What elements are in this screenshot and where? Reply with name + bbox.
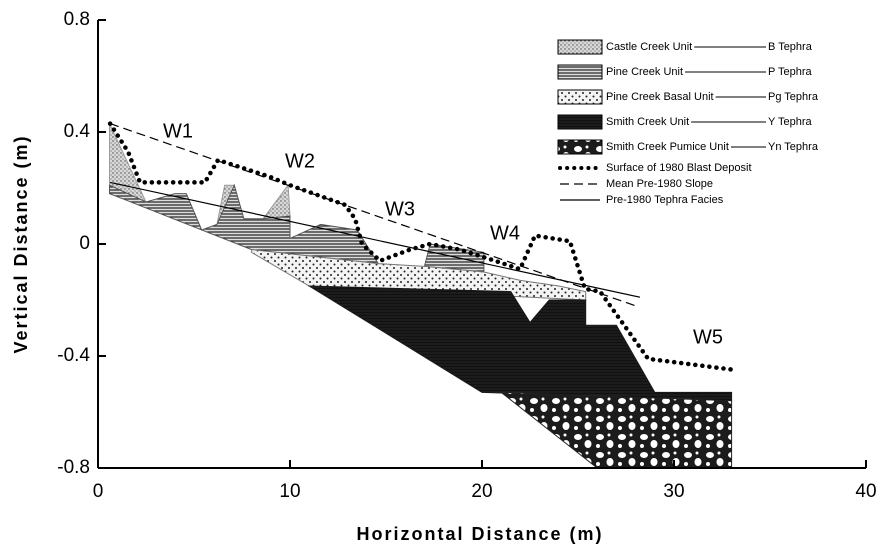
- x-tick-label: 20: [471, 481, 492, 502]
- profile-line: [109, 123, 636, 307]
- profile-line: [109, 181, 641, 298]
- x-axis-title: Horizontal Distance (m): [356, 524, 603, 544]
- y-tick-label: -0.8: [57, 457, 90, 478]
- annotation: W5: [693, 326, 723, 348]
- legend-swatch: [557, 64, 603, 80]
- unit-area: [499, 391, 733, 469]
- legend-label: Smith Creek Pumice Unit: [606, 141, 729, 153]
- legend: Castle Creek Unit B Tephra Pine Creek Unit…: [557, 39, 819, 206]
- legend-swatch: [557, 89, 603, 105]
- annotation: W2: [285, 150, 315, 172]
- plot-area: [107, 121, 738, 469]
- legend-label: Pre-1980 Tephra Facies: [606, 194, 724, 206]
- legend-label: Castle Creek Unit: [606, 41, 692, 53]
- legend-label: Pine Creek Basal Unit: [606, 91, 714, 103]
- legend-background: [555, 34, 855, 214]
- legend-tephra: Yn Tephra: [768, 141, 819, 153]
- annotation: W4: [490, 222, 520, 244]
- legend-tephra: Pg Tephra: [768, 91, 819, 103]
- legend-swatch: [557, 139, 603, 155]
- legend-label: Pine Creek Unit: [606, 66, 683, 78]
- legend-tephra: Y Tephra: [768, 116, 813, 128]
- y-axis-title: Vertical Distance (m): [11, 134, 31, 353]
- unit-area: [251, 249, 587, 301]
- profile-line: [107, 121, 738, 373]
- y-tick-label: -0.4: [57, 345, 90, 366]
- legend-label: Smith Creek Unit: [606, 116, 689, 128]
- legend-label: Mean Pre-1980 Slope: [606, 178, 713, 190]
- x-tick-label: 30: [663, 481, 684, 502]
- legend-swatch: [557, 39, 603, 55]
- x-tick-label: 40: [855, 481, 876, 502]
- legend-tephra: P Tephra: [768, 66, 813, 78]
- x-tick-label: 10: [279, 481, 300, 502]
- legend-swatch: [557, 114, 603, 130]
- y-tick-label: 0: [79, 233, 90, 254]
- y-tick-label: 0.8: [64, 9, 90, 30]
- unit-area: [307, 285, 733, 402]
- y-tick-label: 0.4: [64, 121, 91, 142]
- annotation: W3: [385, 198, 415, 220]
- x-tick-label: 0: [93, 481, 104, 502]
- legend-label: Surface of 1980 Blast Deposit: [606, 162, 752, 174]
- legend-tephra: B Tephra: [768, 41, 813, 53]
- annotation: W1: [163, 120, 193, 142]
